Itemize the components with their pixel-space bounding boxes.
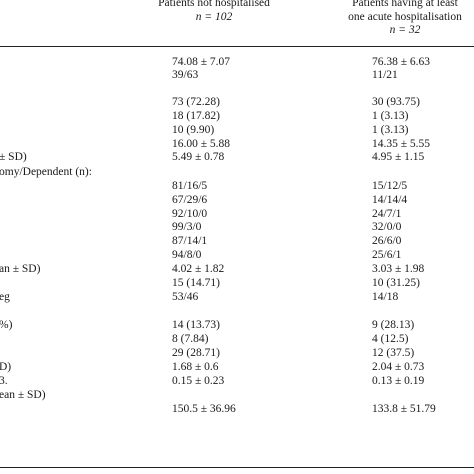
- cell-hospitalised: 1 (3.13): [372, 110, 409, 122]
- cell-hospitalised: 14/18: [372, 291, 399, 303]
- cell-not-hospitalised: 0.15 ± 0.23: [172, 375, 225, 387]
- row-label: ean ± SD): [0, 389, 46, 401]
- cell-not-hospitalised: 10 (9.90): [172, 124, 215, 136]
- cell-not-hospitalised: 15 (14.71): [172, 277, 220, 289]
- table-row: omy/Dependent (n):: [0, 166, 474, 179]
- table-row: 8 (7.84) 4 (12.5): [0, 333, 474, 346]
- cell-not-hospitalised: 4.02 ± 1.82: [172, 263, 225, 275]
- cell-hospitalised: 9 (28.13): [372, 319, 415, 331]
- header-line: n = 32: [389, 24, 421, 36]
- table-row: %) 14 (13.73) 9 (28.13): [0, 319, 474, 332]
- cell-hospitalised: 24/7/1: [372, 208, 402, 220]
- cell-hospitalised: 25/6/1: [372, 249, 402, 261]
- header-line: Patients not hospitalised: [158, 0, 270, 9]
- cell-hospitalised: 32/0/0: [372, 221, 402, 233]
- header-line: n = 102: [195, 10, 233, 23]
- table-row: D) 1.68 ± 0.6 2.04 ± 0.73: [0, 361, 474, 374]
- row-label: ± SD): [0, 151, 27, 163]
- cell-hospitalised: 0.13 ± 0.19: [372, 375, 425, 387]
- cell-not-hospitalised: 81/16/5: [172, 180, 208, 192]
- table-row: [0, 82, 474, 95]
- column-header-hospitalised: Patients having at least one acute hospi…: [320, 0, 474, 38]
- cell-hospitalised: 15/12/5: [372, 180, 408, 192]
- cell-hospitalised: 10 (31.25): [372, 277, 420, 289]
- row-label: eg: [0, 291, 10, 303]
- cell-not-hospitalised: 5.49 ± 0.78: [172, 151, 225, 163]
- table-row: 73 (72.28) 30 (93.75): [0, 96, 474, 109]
- table-row: 94/8/0 25/6/1: [0, 249, 474, 262]
- header-line: Patients having at least: [352, 0, 458, 9]
- cell-hospitalised: 12 (37.5): [372, 347, 415, 359]
- cell-not-hospitalised: 67/29/6: [172, 194, 208, 206]
- cell-not-hospitalised: 8 (7.84): [172, 333, 209, 345]
- table-row: 67/29/6 14/14/4: [0, 194, 474, 207]
- table-row: 29 (28.71) 12 (37.5): [0, 347, 474, 360]
- cell-hospitalised: 30 (93.75): [372, 96, 420, 108]
- row-label: an ± SD): [0, 263, 41, 275]
- header-rule: [0, 46, 474, 47]
- cell-not-hospitalised: 29 (28.71): [172, 347, 220, 359]
- table-row: 15 (14.71) 10 (31.25): [0, 277, 474, 290]
- cell-not-hospitalised: 39/63: [172, 69, 199, 81]
- table-row: 150.5 ± 36.96 133.8 ± 51.79: [0, 403, 474, 416]
- table-row: [0, 305, 474, 318]
- table-row: ean ± SD): [0, 389, 474, 402]
- table-row: 16.00 ± 5.88 14.35 ± 5.55: [0, 138, 474, 151]
- table-row: 3. 0.15 ± 0.23 0.13 ± 0.19: [0, 375, 474, 388]
- cell-not-hospitalised: 150.5 ± 36.96: [172, 403, 236, 415]
- column-header-not-hospitalised: Patients not hospitalised n = 102: [120, 0, 308, 24]
- table-row: ± SD) 5.49 ± 0.78 4.95 ± 1.15: [0, 151, 474, 164]
- bottom-rule: [0, 467, 474, 468]
- table-row: 39/63 11/21: [0, 69, 474, 82]
- cell-hospitalised: 3.03 ± 1.98: [372, 263, 425, 275]
- table-row: eg 53/46 14/18: [0, 291, 474, 304]
- table-row: 74.08 ± 7.07 76.38 ± 6.63: [0, 56, 474, 69]
- cell-not-hospitalised: 94/8/0: [172, 249, 202, 261]
- header-line: one acute hospitalisation: [348, 10, 462, 23]
- cell-not-hospitalised: 16.00 ± 5.88: [172, 138, 231, 150]
- table-row: 18 (17.82) 1 (3.13): [0, 110, 474, 123]
- cell-not-hospitalised: 18 (17.82): [172, 110, 220, 122]
- cell-hospitalised: 14/14/4: [372, 194, 408, 206]
- row-label: %): [0, 319, 13, 331]
- cell-not-hospitalised: 99/3/0: [172, 221, 202, 233]
- cell-hospitalised: 11/21: [372, 69, 398, 81]
- cell-hospitalised: 1 (3.13): [372, 124, 409, 136]
- cell-not-hospitalised: 14 (13.73): [172, 319, 220, 331]
- cell-not-hospitalised: 87/14/1: [172, 235, 208, 247]
- cell-hospitalised: 4 (12.5): [372, 333, 409, 345]
- cell-hospitalised: 76.38 ± 6.63: [372, 56, 431, 68]
- cell-hospitalised: 4.95 ± 1.15: [372, 151, 425, 163]
- cell-hospitalised: 2.04 ± 0.73: [372, 361, 425, 373]
- cell-hospitalised: 133.8 ± 51.79: [372, 403, 436, 415]
- table-row: 81/16/5 15/12/5: [0, 180, 474, 193]
- table-row: an ± SD) 4.02 ± 1.82 3.03 ± 1.98: [0, 263, 474, 276]
- row-label: omy/Dependent (n):: [0, 166, 92, 178]
- row-label: D): [0, 361, 12, 373]
- cell-not-hospitalised: 1.68 ± 0.6: [172, 361, 219, 373]
- table-row: 87/14/1 26/6/0: [0, 235, 474, 248]
- cell-not-hospitalised: 53/46: [172, 291, 199, 303]
- cell-not-hospitalised: 74.08 ± 7.07: [172, 56, 231, 68]
- cell-not-hospitalised: 92/10/0: [172, 208, 208, 220]
- cell-not-hospitalised: 73 (72.28): [172, 96, 220, 108]
- table-row: 10 (9.90) 1 (3.13): [0, 124, 474, 137]
- cell-hospitalised: 14.35 ± 5.55: [372, 138, 431, 150]
- table-row: 99/3/0 32/0/0: [0, 221, 474, 234]
- table-row: 92/10/0 24/7/1: [0, 208, 474, 221]
- cell-hospitalised: 26/6/0: [372, 235, 402, 247]
- row-label: 3.: [0, 375, 8, 387]
